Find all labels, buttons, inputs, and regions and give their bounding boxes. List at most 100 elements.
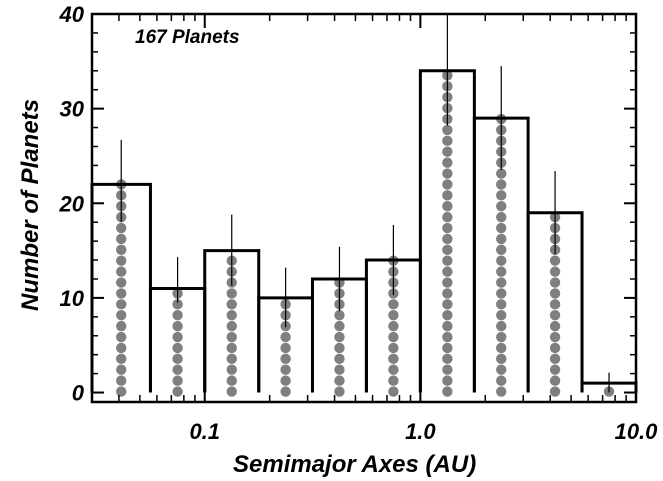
- bar-1-dot: [116, 266, 127, 277]
- bar-7-dot: [442, 157, 453, 168]
- planet-count-annotation: 167 Planets: [135, 27, 240, 48]
- bar-9-dot: [549, 299, 561, 310]
- plot-frame: [90, 12, 638, 404]
- bar-9-dot: [549, 255, 561, 266]
- bar-7-dot: [442, 124, 453, 136]
- bar-2-dot: [172, 375, 183, 386]
- bar-4-dot: [280, 342, 291, 354]
- bar-7-dot: [442, 364, 453, 375]
- bar-3-dot: [226, 299, 237, 310]
- bar-1-dot: [116, 233, 127, 245]
- bar-8-dot: [496, 244, 507, 256]
- x-tick-label: 1.0: [405, 419, 436, 444]
- bar-7-dot: [442, 386, 453, 397]
- y-tick-label: 40: [59, 2, 85, 27]
- bar-6-dot: [388, 364, 399, 375]
- bar-1-dot: [116, 342, 127, 354]
- bar-7-dot: [442, 353, 453, 365]
- bar-5-dot: [334, 342, 345, 354]
- bar-6-dot: [388, 375, 399, 386]
- bar-4-dot: [280, 353, 291, 365]
- bar-8-dot: [496, 320, 507, 332]
- bar-9-dot: [549, 288, 561, 299]
- bar-4-dot: [280, 386, 291, 397]
- bar-9-dot: [549, 320, 561, 332]
- bar-3-dot: [226, 320, 237, 332]
- bar-7-dot: [442, 266, 453, 277]
- bar-3-dot: [226, 342, 237, 354]
- bar-1-dot: [116, 244, 127, 256]
- bar-2-dot: [172, 310, 183, 321]
- bar-1-dot: [116, 353, 127, 365]
- bar-9-dot: [549, 375, 561, 386]
- bar-7-dot: [442, 190, 453, 201]
- bar-7-dot: [442, 168, 453, 179]
- bar-9-dot: [549, 331, 561, 343]
- bar-8-dot: [496, 179, 507, 190]
- bar-4-dot: [280, 331, 291, 343]
- bar-9-dot: [549, 386, 561, 397]
- bar-6-dot: [388, 342, 399, 354]
- bar-5-dot: [334, 375, 345, 386]
- bar-7-dot: [442, 201, 453, 212]
- bar-7-dot: [442, 288, 453, 299]
- bar-1-dot: [116, 320, 127, 332]
- bar-8-dot: [496, 299, 507, 310]
- bar-8-dot: [496, 255, 507, 266]
- bar-1-dot: [116, 331, 127, 343]
- bar-7-dot: [442, 179, 453, 190]
- bar-6-dot: [388, 310, 399, 321]
- bar-8-dot: [496, 331, 507, 343]
- bar-5-dot: [334, 310, 345, 321]
- bar-8-dot: [496, 386, 507, 397]
- bar-8-dot: [496, 364, 507, 375]
- bar-2-dot: [172, 342, 183, 354]
- bar-7-dot: [442, 211, 453, 223]
- bar-8-dot: [496, 288, 507, 299]
- bar-5-dot: [334, 386, 345, 397]
- bar-2-dot: [172, 364, 183, 375]
- bar-9-dot: [549, 364, 561, 375]
- y-tick-label: 0: [72, 381, 85, 406]
- bar-7-dot: [442, 135, 453, 147]
- bar-6-dot: [388, 353, 399, 365]
- bar-7-dot: [442, 222, 453, 234]
- bar-6-dot: [388, 320, 399, 332]
- bar-9-dot: [549, 353, 561, 365]
- bar-1-dot: [116, 364, 127, 375]
- bar-1-dot: [116, 222, 127, 234]
- y-tick-label: 30: [60, 97, 85, 122]
- bar-7-dot: [442, 146, 453, 157]
- bar-1-dot: [116, 299, 127, 310]
- bar-8-dot: [496, 190, 507, 201]
- bar-1-dot: [116, 255, 127, 266]
- bar-6-dot: [388, 386, 399, 397]
- bar-7-dot: [442, 375, 453, 386]
- bar-7-dot: [442, 310, 453, 321]
- bar-3-dot: [226, 310, 237, 321]
- bar-1-dot: [116, 386, 127, 397]
- bar-3-dot: [226, 375, 237, 386]
- bar-9-dot: [549, 342, 561, 354]
- bar-1-dot: [116, 375, 127, 386]
- bar-2-dot: [172, 320, 183, 332]
- bar-8-dot: [496, 168, 507, 179]
- x-tick-label: 0.1: [189, 419, 220, 444]
- bar-3-dot: [226, 386, 237, 397]
- bar-7-dot: [442, 255, 453, 266]
- y-axis-title: Number of Planets: [17, 99, 44, 311]
- ticks-layer: 0 10 20 30 40 0.1 1.0 10.0: [59, 2, 659, 444]
- y-tick-label: 20: [59, 191, 85, 216]
- bar-2-dot: [172, 353, 183, 365]
- bar-9-dot: [549, 277, 561, 288]
- bar-7-dot: [442, 331, 453, 343]
- bar-3-dot: [226, 353, 237, 365]
- bar-3-dot: [226, 288, 237, 299]
- bar-2-dot: [172, 386, 183, 397]
- x-tick-label: 10.0: [615, 419, 659, 444]
- bar-1-dot: [116, 277, 127, 288]
- bar-7-dot: [442, 244, 453, 256]
- bar-7-dot: [442, 342, 453, 354]
- x-axis-title: Semimajor Axes (AU): [233, 451, 476, 478]
